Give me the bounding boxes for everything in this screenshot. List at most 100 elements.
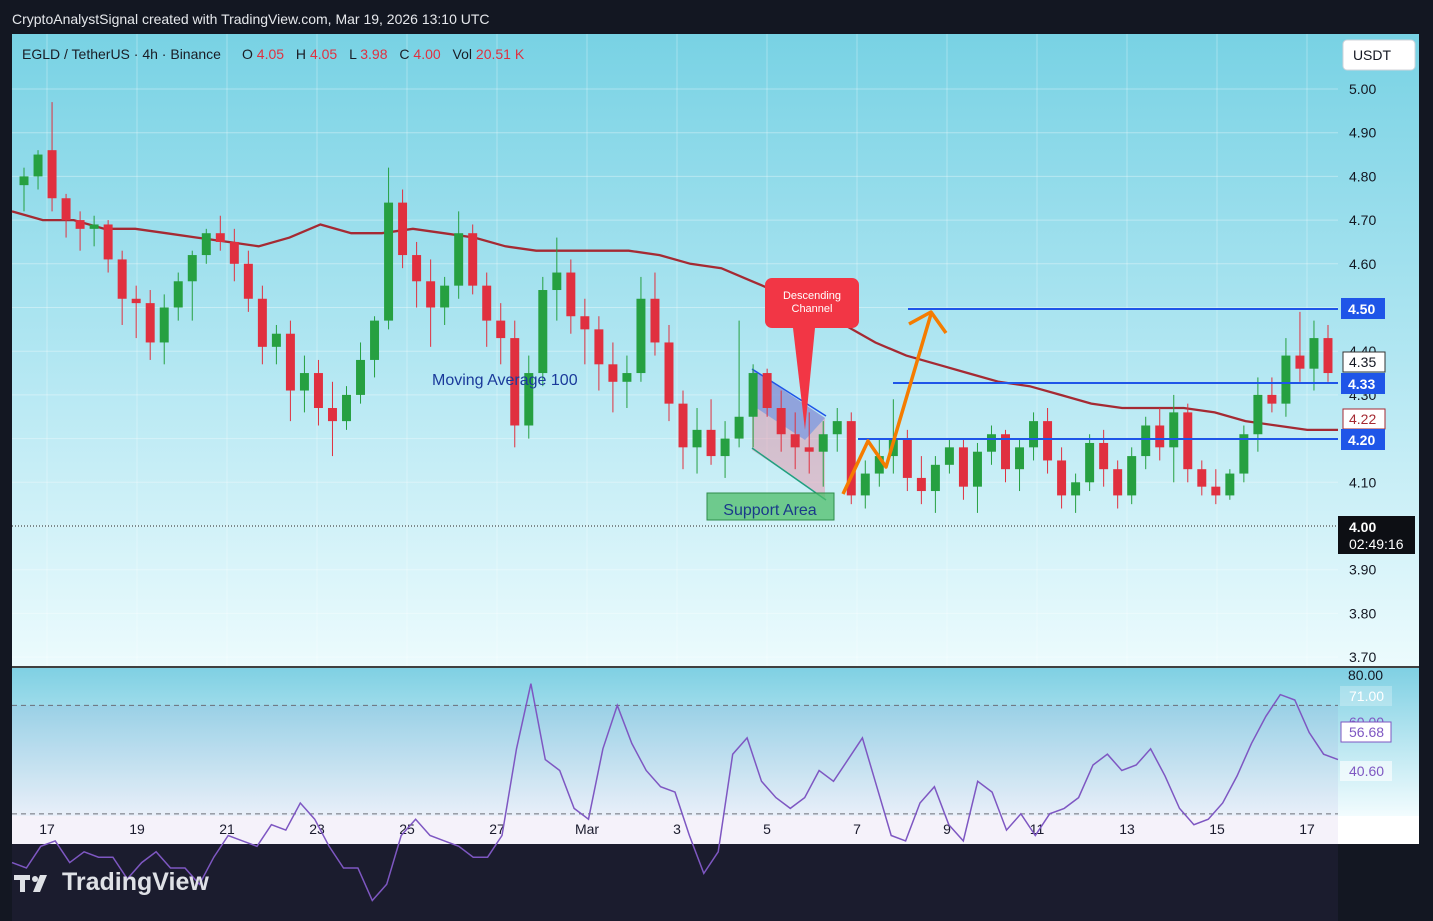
price-tag-435: 4.35 [1342,351,1386,373]
candle-body [229,241,239,264]
candle-body [846,421,856,496]
candle [1113,460,1123,509]
candle [356,342,366,404]
candle-body [257,298,267,347]
candle-body [580,316,590,330]
price-tag-433: 4.33 [1341,373,1385,394]
symbol-label: EGLD / TetherUS · 4h · Binance [22,46,221,62]
candle [117,250,127,325]
currency-button-label[interactable]: USDT [1353,47,1392,63]
candle-body [426,281,436,308]
x-tick-label: 27 [489,821,505,837]
candle-body [103,224,113,260]
x-tick-label: 17 [39,821,55,837]
candle-body [327,408,337,422]
y-tick-label: 4.60 [1349,256,1376,272]
tradingview-logo[interactable]: TradingView [14,868,209,897]
candle-body [1057,460,1067,496]
rsi-tag-5668: 56.68 [1340,721,1392,743]
candle-body [608,364,618,382]
close-value: 4.00 [413,46,440,62]
candle-body [1253,394,1263,435]
channel-lower-line [751,447,827,501]
candle-body [496,320,506,339]
y-tick-label: 4.70 [1349,212,1376,228]
candle [398,189,408,269]
candle-body [1113,469,1123,496]
candle [426,259,436,347]
candle-body [650,298,660,343]
open-label: O [242,46,253,62]
candle-body [1323,338,1333,374]
callout-box [765,278,859,328]
candle [1057,447,1067,509]
candle-body [734,416,744,439]
candle [384,167,394,330]
candle-body [19,176,29,186]
candle [1071,473,1081,513]
support-area-box [706,492,835,521]
candle [370,316,380,378]
price-pane[interactable] [12,34,1338,666]
y-tick-label: 4.90 [1349,125,1376,141]
candle-body [972,451,982,487]
candle [1183,403,1193,483]
candle [902,429,912,492]
descending-channel-callout: Descending Channel [765,278,859,430]
candle [958,438,968,500]
price-axis[interactable] [1338,34,1419,666]
currency-button-frame[interactable] [1342,39,1416,71]
candle [19,167,29,212]
candle-body [299,373,309,391]
currency-button[interactable]: USDT [1342,39,1416,71]
price-tag-420-text: 4.20 [1348,432,1375,448]
candle-body [47,150,57,199]
candle [678,390,688,470]
candle-body [1029,421,1039,448]
candle [1141,416,1151,470]
candle-body [1043,421,1053,461]
candle [650,272,660,356]
candle [1197,460,1207,496]
x-tick-label: 3 [673,821,681,837]
candle [874,438,884,487]
attribution-text: CryptoAnalystSignal created with Trading… [12,11,490,27]
candle [804,412,814,474]
candle [664,324,674,422]
candle [1225,469,1235,500]
candle-body [1127,456,1137,496]
x-tick-label: 17 [1299,821,1315,837]
candle-body [538,290,548,374]
x-tick-label: Mar [575,821,599,837]
callout-line-2: Channel [792,303,833,315]
candle [229,228,239,282]
candle [986,425,996,465]
candle-body [1015,447,1025,470]
price-tag-435-text: 4.35 [1349,354,1376,370]
candle-body [622,373,632,382]
candle-body [930,464,940,492]
candle [496,303,506,365]
candle-body [1295,355,1305,369]
candle [285,320,295,422]
candle-body [664,342,674,404]
candle [327,381,337,457]
candle [944,438,954,474]
candle-body [1239,434,1249,474]
candle [468,224,478,295]
candle [215,215,225,251]
candle-body [692,429,702,448]
price-tag-422: 4.22 [1342,408,1386,430]
rsi-tag-406-text: 40.60 [1349,763,1384,779]
candle-body [1001,434,1010,470]
candle [720,421,730,478]
x-tick-label: 15 [1209,821,1225,837]
candle [1155,408,1165,461]
candle [510,320,520,448]
candle-body [215,233,225,242]
candle [454,211,464,299]
candle-body [804,447,814,452]
svg-text:EGLD / TetherUS · 4h · Binance: EGLD / TetherUS · 4h · Binance O 4.05 H … [22,46,525,62]
candle [790,412,800,470]
